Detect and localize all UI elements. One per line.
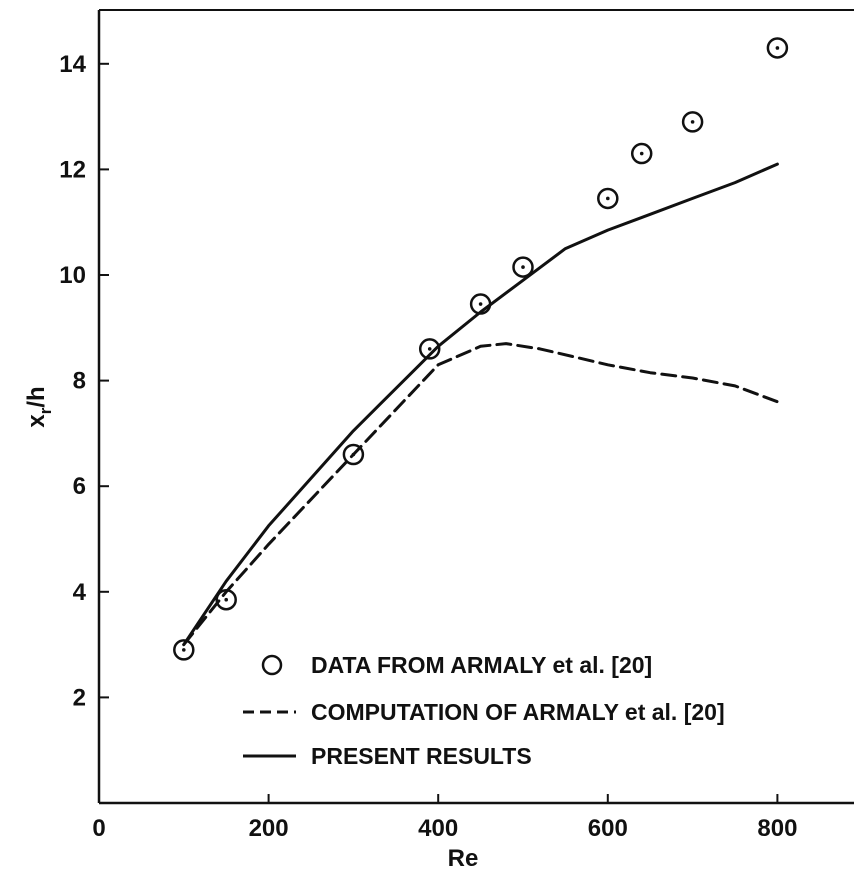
y-tick-label: 10 (59, 262, 86, 289)
data-point-center-dot (521, 265, 525, 269)
present-results-line (182, 162, 779, 647)
legend-item-data: DATA FROM ARMALY et al. [20] (261, 652, 652, 678)
data-point-center-dot (427, 347, 432, 351)
legend-label-present: PRESENT RESULTS (311, 743, 532, 769)
y-tick-label: 12 (59, 156, 86, 183)
y-axis-title-subscript: r (36, 407, 55, 414)
x-tick-label: 0 (92, 815, 105, 842)
y-axis-title-main: x (23, 414, 50, 428)
x-tick-label: 200 (249, 815, 289, 842)
x-tick-label: 800 (757, 815, 797, 842)
y-tick-label: 4 (73, 579, 87, 606)
data-point-center-dot (690, 120, 695, 124)
data-point-center-dot (775, 46, 780, 50)
y-tick-label: 6 (73, 473, 86, 500)
x-tick-label: 600 (588, 815, 628, 842)
data-point-center-dot (478, 302, 483, 306)
plot-series (173, 37, 789, 661)
legend-label-computation: COMPUTATION OF ARMALY et al. [20] (311, 699, 725, 725)
x-axis-title: Re (448, 845, 479, 872)
legend-label-data: DATA FROM ARMALY et al. [20] (311, 652, 652, 678)
legend-marker-circle (261, 654, 283, 676)
legend-item-computation: COMPUTATION OF ARMALY et al. [20] (243, 699, 725, 725)
x-ticks: 0 200 400 600 800 (92, 794, 797, 842)
data-point-center-dot (606, 196, 610, 201)
data-point-center-dot (639, 151, 644, 156)
y-axis-title-rest: /h (23, 386, 50, 407)
axes (97, 9, 854, 805)
data-point-center-dot (224, 597, 228, 602)
computation-armaly-line (182, 342, 779, 647)
y-axis-title: xr/h (23, 386, 55, 427)
legend-item-present: PRESENT RESULTS (243, 743, 532, 769)
y-tick-label: 2 (73, 684, 86, 711)
y-ticks: 2 4 6 8 10 12 14 (59, 51, 109, 711)
legend: DATA FROM ARMALY et al. [20] COMPUTATION… (243, 652, 725, 769)
x-tick-label: 400 (418, 815, 458, 842)
y-tick-label: 8 (73, 368, 86, 395)
y-tick-label: 14 (59, 51, 86, 78)
data-point-center-dot (182, 648, 186, 652)
